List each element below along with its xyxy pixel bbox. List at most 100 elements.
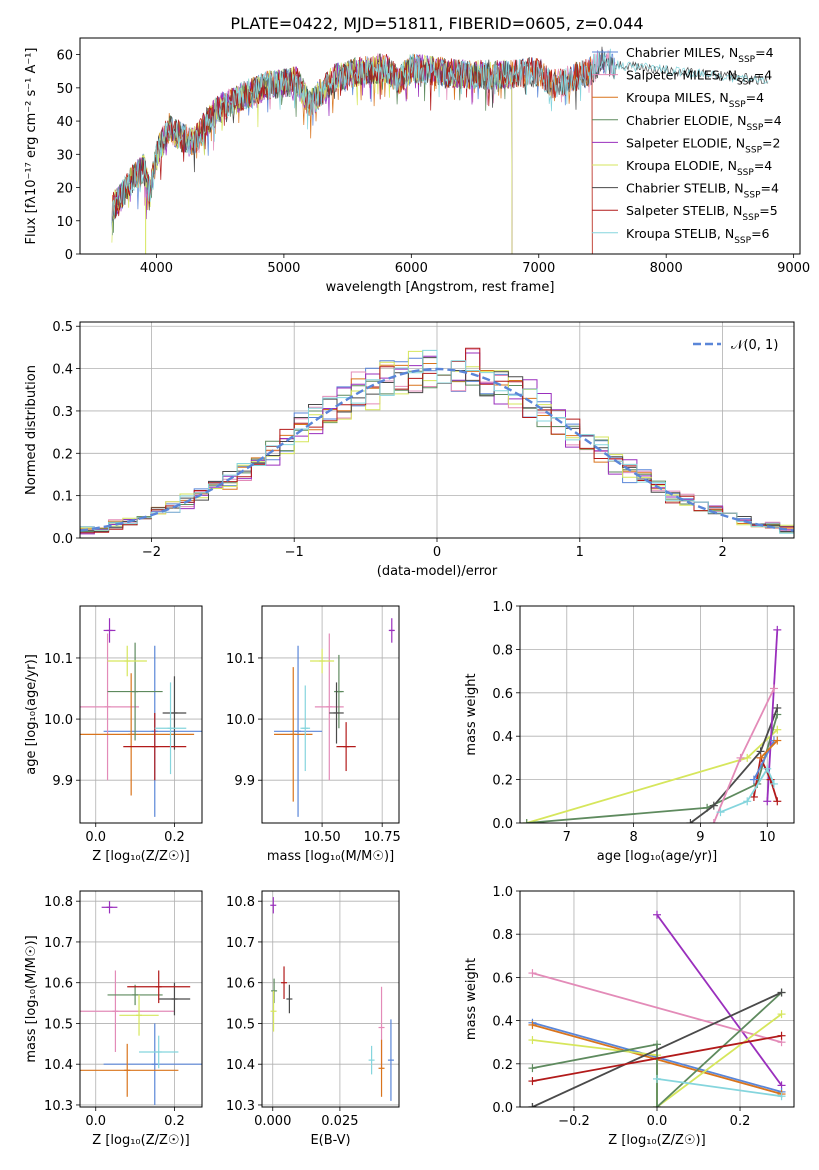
errorbars xyxy=(270,897,394,1101)
legend-label: Chabrier ELODIE, NSSP=4 xyxy=(626,113,782,133)
y-tick-label: 10.6 xyxy=(44,977,73,992)
histogram-series-8 xyxy=(80,349,794,534)
y-axis-label: Normed distribution xyxy=(24,365,39,495)
x-tick-label: −2 xyxy=(142,545,161,560)
y-tick-label: 1.0 xyxy=(492,885,513,900)
y-tick-label: 10.4 xyxy=(226,1058,255,1073)
x-tick-label: −0.2 xyxy=(558,1114,590,1129)
y-axis-label: Flux [fλ10⁻¹⁷ erg cm⁻² s⁻¹ A⁻¹] xyxy=(24,48,39,245)
y-tick-label: 9.9 xyxy=(234,774,255,789)
x-tick-label: 8 xyxy=(629,830,637,845)
y-axis-label: age [log₁₀(age/yr)] xyxy=(24,654,39,775)
weight-line-1 xyxy=(526,714,779,823)
axes-frame xyxy=(79,605,203,824)
y-tick-label: 0.1 xyxy=(52,490,73,505)
y-tick-label: 10.0 xyxy=(44,713,73,728)
x-tick-label: 0.2 xyxy=(730,1114,751,1129)
y-tick-label: 10.4 xyxy=(44,1058,73,1073)
legend-label: 𝒩(0, 1) xyxy=(731,338,778,353)
x-tick-label: 0.0 xyxy=(647,1114,668,1129)
y-tick-label: 10.7 xyxy=(44,936,73,951)
x-tick-label: 8000 xyxy=(650,261,683,276)
mass_vs_Z-panel: 0.0 0.2 10.3 10.4 10.5 10.6 10.7 10.8 Z [log₁₀(Z… xyxy=(24,890,203,1148)
axes-frame xyxy=(79,890,203,1108)
x-tick-label: 9000 xyxy=(777,261,810,276)
y-tick-label: 0.6 xyxy=(492,687,513,702)
y-tick-label: 0 xyxy=(65,248,73,263)
x-tick-label: 2 xyxy=(718,545,726,560)
y-tick-label: 20 xyxy=(56,182,73,197)
x-tick-label: 7000 xyxy=(522,261,555,276)
weight-line-6 xyxy=(720,766,775,813)
spectrum-legend: Chabrier MILES, NSSP=4 Salpeter MILES, NS… xyxy=(592,45,782,246)
weight-line-6 xyxy=(532,991,782,1107)
x-tick-label: 1 xyxy=(576,545,584,560)
y-tick-label: 0.4 xyxy=(492,1015,513,1030)
y-tick-label: 0.8 xyxy=(492,928,513,943)
legend-label: Kroupa ELODIE, NSSP=4 xyxy=(626,158,772,178)
y-tick-label: 10.3 xyxy=(226,1099,255,1114)
x-tick-label: 0.2 xyxy=(164,1114,185,1129)
x-tick-label: 0.000 xyxy=(254,1114,291,1129)
y-tick-label: 0.2 xyxy=(492,1058,513,1073)
y-tick-label: 10.0 xyxy=(226,713,255,728)
weight-lines xyxy=(528,910,786,1107)
y-tick-label: 10.5 xyxy=(44,1017,73,1032)
axes-frame xyxy=(261,890,400,1108)
errorbars xyxy=(274,618,395,817)
errorbars xyxy=(80,901,202,1105)
weight-line-8 xyxy=(759,739,778,759)
weight-line-7 xyxy=(532,1034,782,1082)
y-tick-label: 10.8 xyxy=(226,895,255,910)
x-tick-label: 10.75 xyxy=(364,830,401,845)
legend-label: Kroupa STELIB, NSSP=6 xyxy=(626,226,770,246)
x-axis-label: mass [log₁₀(M/M☉)] xyxy=(267,849,394,864)
histograms xyxy=(80,347,794,535)
x-tick-label: 5000 xyxy=(267,261,300,276)
y-tick-label: 0.5 xyxy=(52,320,73,335)
y-tick-label: 10.1 xyxy=(226,652,255,667)
figure-title: PLATE=0422, MJD=51811, FIBERID=0605, z=0… xyxy=(230,14,643,33)
age_vs_mass-panel: 10.50 10.75 9.9 10.0 10.1 mass [log₁₀(M/M☉)] xyxy=(226,605,401,864)
y-tick-label: 10.1 xyxy=(44,652,73,667)
legend-label: Salpeter MILES, NSSP=4 xyxy=(626,68,772,88)
x-tick-label: 0.0 xyxy=(85,830,106,845)
weight-line-8 xyxy=(656,1078,782,1098)
x-axis-label: wavelength [Angstrom, rest frame] xyxy=(326,280,555,295)
y-tick-label: 60 xyxy=(56,49,73,64)
spectrum-lines xyxy=(111,46,769,254)
residuals-panel: −2 −1 0 1 2 0.0 0.1 0.2 0.3 0.4 0.5 (data-model)/er… xyxy=(24,320,795,579)
x-tick-label: 10 xyxy=(759,830,776,845)
legend-label: Kroupa MILES, NSSP=4 xyxy=(626,90,764,110)
legend-label: Chabrier STELIB, NSSP=4 xyxy=(626,181,779,201)
y-tick-label: 10.7 xyxy=(226,936,255,951)
y-tick-label: 10 xyxy=(56,215,73,230)
legend-label: Salpeter STELIB, NSSP=5 xyxy=(626,203,778,223)
y-tick-label: 0.2 xyxy=(52,447,73,462)
y-tick-label: 0.2 xyxy=(492,774,513,789)
weight-line-0 xyxy=(656,914,783,1086)
axes-frame xyxy=(79,321,795,539)
x-tick-label: 0.0 xyxy=(85,1114,106,1129)
y-tick-label: 40 xyxy=(56,115,73,130)
x-tick-label: 6000 xyxy=(395,261,428,276)
x-axis-label: E(B-V) xyxy=(310,1133,350,1148)
x-tick-label: 7 xyxy=(563,830,571,845)
weight-line-2 xyxy=(689,707,779,823)
y-tick-label: 0.4 xyxy=(52,363,73,378)
y-tick-label: 10.5 xyxy=(226,1017,255,1032)
x-tick-label: 9 xyxy=(696,830,704,845)
age_vs_Z-panel: 0.0 0.2 9.9 10.0 10.1 Z [log₁₀(Z/Z☉)] age [log… xyxy=(24,605,203,864)
y-tick-label: 0.3 xyxy=(52,405,73,420)
y-axis-label: mass weight xyxy=(464,673,479,755)
axes-frame xyxy=(79,37,801,255)
y-tick-label: 50 xyxy=(56,82,73,97)
x-tick-label: 0 xyxy=(433,545,441,560)
x-axis-label: Z [log₁₀(Z/Z☉)] xyxy=(608,1133,705,1148)
axes-frame xyxy=(519,890,795,1108)
y-tick-label: 10.8 xyxy=(44,895,73,910)
y-tick-label: 0.0 xyxy=(52,532,73,547)
y-tick-label: 0.0 xyxy=(492,1101,513,1116)
spectrum-panel: 4000 5000 6000 7000 8000 9000 0 10 20 30 40 50 60 wav… xyxy=(24,37,810,295)
x-tick-label: −1 xyxy=(285,545,304,560)
